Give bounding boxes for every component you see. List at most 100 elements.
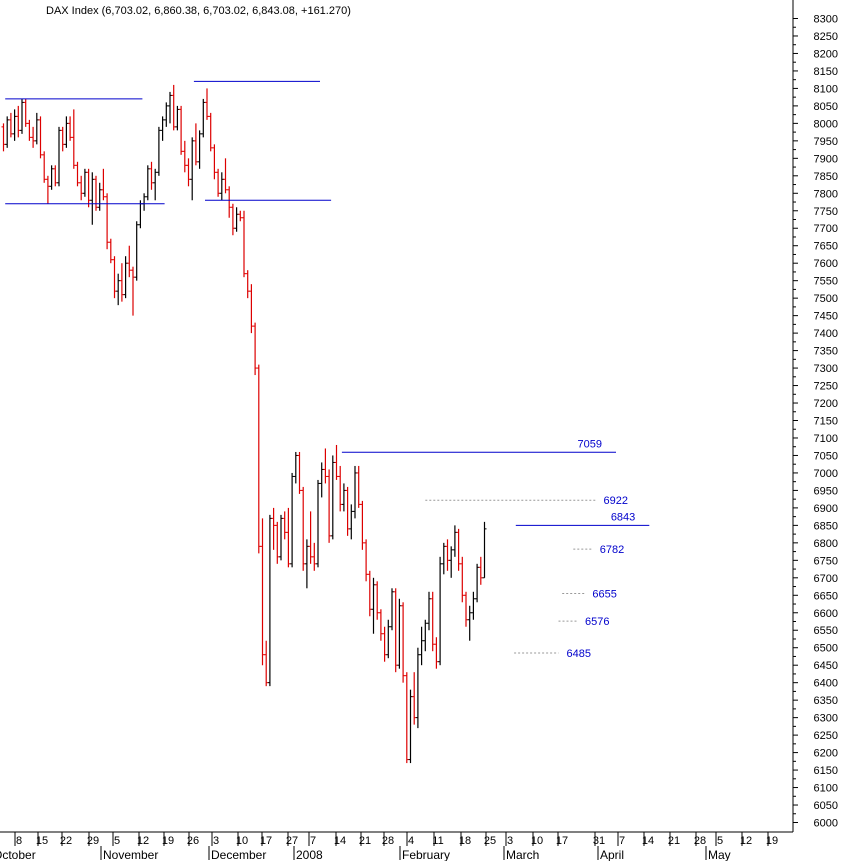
ohlc-bar: [382, 626, 387, 662]
y-tick-label: 7300: [814, 363, 838, 375]
ohlc-bar: [471, 591, 476, 620]
y-tick-label: 8150: [814, 66, 838, 78]
ohlc-bar: [319, 462, 324, 498]
ohlc-bar: [179, 105, 184, 155]
ohlc-bar: [116, 273, 121, 306]
x-date-label: 5: [114, 835, 120, 847]
x-month-label: November: [103, 848, 158, 861]
ohlc-bar: [164, 102, 169, 127]
y-tick-label: 7700: [814, 223, 838, 235]
ohlc-bar: [293, 451, 298, 484]
x-date-label: 18: [459, 835, 471, 847]
ohlc-bar: [378, 609, 383, 641]
ohlc-bar: [168, 91, 172, 124]
y-tick-label: 6050: [814, 800, 838, 812]
x-date-label: 3: [507, 835, 513, 847]
y-tick-label: 7950: [814, 136, 838, 148]
ohlc-bar: [145, 165, 150, 201]
ohlc-bar: [401, 602, 406, 683]
ohlc-bar: [330, 455, 335, 540]
y-tick-label: 6750: [814, 555, 838, 567]
y-tick-label: 7900: [814, 153, 838, 165]
x-month-label: March: [506, 848, 539, 861]
y-tick-label: 6350: [814, 695, 838, 707]
y-tick-label: 6200: [814, 748, 838, 760]
level-label-resistance-apr: 6843: [611, 511, 635, 523]
ohlc-bar: [449, 546, 454, 578]
x-date-label: 14: [334, 835, 346, 847]
y-tick-label: 6700: [814, 573, 838, 585]
ohlc-bar: [201, 98, 206, 138]
ohlc-bar: [341, 483, 346, 512]
ohlc-bar: [275, 521, 280, 564]
ohlc-bar: [193, 123, 198, 166]
ohlc-bar: [367, 570, 372, 617]
ohlc-bars: [1, 84, 487, 764]
ohlc-bar: [31, 126, 36, 148]
ohlc-bar: [112, 256, 117, 299]
dotted-level-label: 6576: [585, 616, 609, 628]
y-tick-label: 6950: [814, 485, 838, 497]
ohlc-bar: [353, 465, 357, 519]
ohlc-bar: [404, 672, 409, 764]
x-date-label: 15: [36, 835, 48, 847]
x-date-label: 28: [694, 835, 706, 847]
x-date-label: 10: [236, 835, 248, 847]
y-axis: 6000 6050 6100 6150 6200 6250 6300 6350 6400 6450…: [792, 0, 838, 832]
ohlc-bar: [427, 591, 431, 631]
y-tick-label: 7100: [814, 433, 838, 445]
ohlc-bar: [482, 521, 487, 579]
x-date-label: 5: [717, 835, 723, 847]
ohlc-bar: [390, 588, 394, 631]
dotted-level-label: 6485: [567, 648, 591, 660]
ohlc-bar: [304, 539, 309, 589]
y-tick-label: 6550: [814, 625, 838, 637]
ohlc-bar: [138, 200, 143, 229]
ohlc-bar: [223, 158, 228, 194]
ohlc-bar: [441, 542, 446, 575]
x-month-label: October: [0, 848, 36, 861]
ohlc-bar: [153, 168, 158, 201]
y-tick-label: 8250: [814, 31, 838, 43]
ohlc-bar: [475, 563, 480, 603]
x-date-label: 11: [432, 835, 443, 847]
ohlc-bar: [349, 504, 354, 540]
ohlc-bar: [79, 175, 84, 201]
ohlc-bar: [149, 161, 154, 190]
ohlc-bar: [8, 112, 13, 138]
ohlc-bar: [105, 193, 110, 250]
x-date-label: 19: [766, 835, 778, 847]
ohlc-bar: [253, 322, 258, 376]
y-tick-label: 6100: [814, 783, 838, 795]
ohlc-bar: [34, 112, 39, 145]
ohlc-bar: [49, 165, 54, 190]
x-date-label: 25: [484, 835, 496, 847]
ohlc-bar: [175, 105, 180, 131]
ohlc-bar: [97, 182, 102, 211]
y-tick-label: 6850: [814, 520, 838, 532]
y-tick-label: 7150: [814, 416, 838, 428]
ohlc-bar: [256, 364, 261, 554]
y-tick-label: 7000: [814, 468, 838, 480]
dotted-level-label: 6782: [600, 544, 624, 556]
y-tick-label: 6400: [814, 678, 838, 690]
ohlc-bar: [131, 266, 135, 316]
y-tick-label: 7850: [814, 171, 838, 183]
ohlc-bar: [197, 130, 202, 169]
ohlc-bar: [316, 479, 320, 568]
y-tick-label: 6900: [814, 503, 838, 515]
y-tick-label: 8000: [814, 118, 838, 130]
ohlc-bar: [415, 647, 420, 729]
chart-title: DAX Index (6,703.02, 6,860.38, 6,703.02,…: [46, 5, 351, 17]
ohlc-bar: [45, 175, 50, 204]
ohlc-bar: [123, 256, 128, 299]
y-tick-label: 6600: [814, 608, 838, 620]
ohlc-bar: [412, 672, 417, 725]
ohlc-bar: [327, 469, 332, 543]
ohlc-bar: [375, 581, 380, 620]
ohlc-bar: [108, 238, 113, 264]
x-date-label: 8: [16, 835, 22, 847]
y-tick-label: 6450: [814, 660, 838, 672]
y-tick-label: 6800: [814, 538, 838, 550]
ohlc-bar: [393, 588, 398, 673]
